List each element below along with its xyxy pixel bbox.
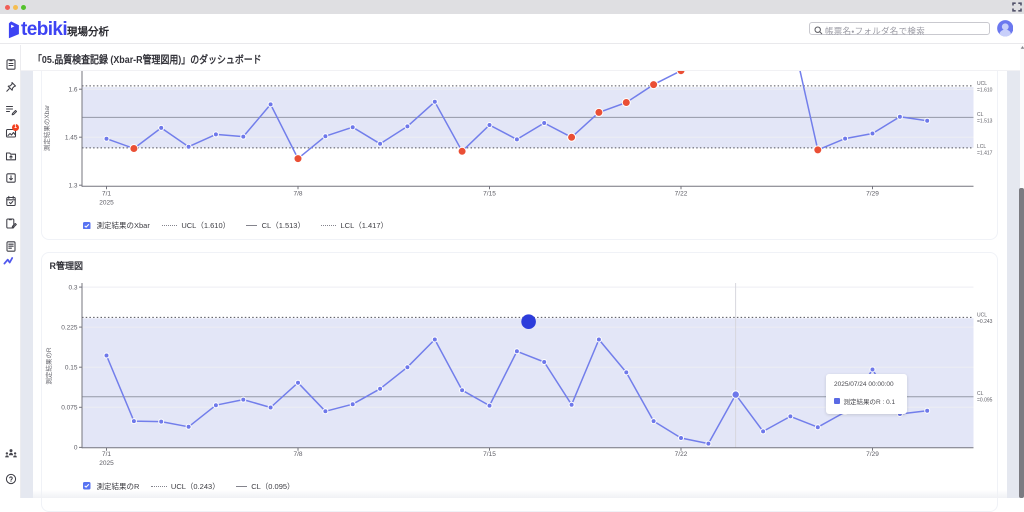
svg-text:1.6: 1.6: [68, 86, 77, 93]
svg-text:UCL: UCL: [977, 313, 987, 319]
svg-text:0.3: 0.3: [68, 284, 77, 291]
svg-text:=1.417: =1.417: [977, 151, 993, 157]
svg-text:7/8: 7/8: [293, 451, 302, 458]
svg-text:=1.610: =1.610: [977, 88, 993, 94]
svg-text:0.225: 0.225: [61, 324, 78, 331]
svg-text:7/29: 7/29: [866, 451, 879, 458]
svg-text:7/1: 7/1: [102, 191, 111, 198]
svg-text:0: 0: [74, 445, 78, 452]
svg-text:7/1: 7/1: [102, 451, 111, 458]
svg-text:7/15: 7/15: [483, 191, 496, 198]
svg-text:UCL: UCL: [977, 81, 987, 87]
svg-text:7/29: 7/29: [866, 191, 879, 198]
svg-text:7/22: 7/22: [675, 451, 688, 458]
svg-text:=1.513: =1.513: [977, 119, 993, 125]
svg-text:7/15: 7/15: [483, 451, 496, 458]
svg-text:=0.095: =0.095: [977, 398, 993, 404]
svg-text:0.15: 0.15: [65, 364, 78, 371]
svg-text:=0.243: =0.243: [977, 319, 993, 325]
svg-text:LCL: LCL: [977, 144, 986, 150]
svg-text:2025: 2025: [99, 460, 114, 467]
svg-text:7/22: 7/22: [675, 191, 688, 198]
svg-text:1.3: 1.3: [68, 182, 77, 189]
svg-text:1.45: 1.45: [65, 134, 78, 141]
svg-text:CL: CL: [977, 112, 984, 118]
svg-text:2025: 2025: [99, 200, 114, 207]
svg-text:測定結果のR: 測定結果のR: [44, 347, 53, 385]
svg-text:0.075: 0.075: [61, 405, 78, 412]
svg-text:CL: CL: [977, 391, 984, 397]
svg-text:7/8: 7/8: [293, 191, 302, 198]
svg-text:測定結果のXbar: 測定結果のXbar: [42, 104, 51, 151]
